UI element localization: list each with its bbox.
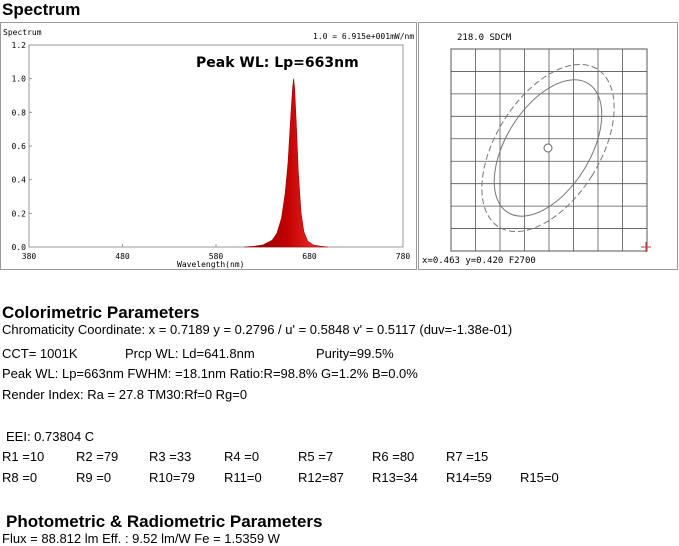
chromaticity-panel: 218.0 SDCM x=0.463 y=0.420 F2700 [418,22,678,270]
spectrum-panel: Spectrum 1.0 = 6.915e+001mW/nm Peak WL: … [0,22,417,270]
r-value: R2 =79 [76,449,119,464]
y-tick-label: 0.8 [12,108,27,117]
purity-value: Purity=99.5% [316,346,394,361]
y-tick-label: 0.0 [12,243,27,252]
y-tick-label: 0.4 [12,176,27,185]
r-value: R8 =0 [2,470,38,485]
x-axis-label: Wavelength(nm) [177,260,244,269]
prcp-wl-value: Prcp WL: Ld=641.8nm [125,346,255,361]
y-tick-label: 0.6 [12,142,27,151]
chromaticity-coordinate-line: Chromaticity Coordinate: x = 0.7189 y = … [2,322,513,337]
y-tick-label: 1.0 [12,75,27,84]
r-value: R9 =0 [76,470,112,485]
spectrum-area [244,78,329,248]
eei-value: EEI: 0.73804 C [6,429,95,444]
flux-line: Flux = 88.812 lm Eff. : 9.52 lm/W Fe = 1… [2,531,280,546]
r-value: R14=59 [446,470,492,485]
x-tick-label: 580 [209,252,224,261]
r-value: R7 =15 [446,449,489,464]
peak-wl-line: Peak WL: Lp=663nm FWHM: =18.1nm Ratio:R=… [2,366,418,381]
r-value: R6 =80 [372,449,415,464]
r-value: R11=0 [224,470,262,485]
r-value: R12=87 [298,470,344,485]
measured-point-marker [641,242,651,252]
x-tick-label: 680 [302,252,317,261]
colorimetric-title: Colorimetric Parameters [2,303,200,322]
target-point-marker [543,143,553,153]
render-index-line: Render Index: Ra = 27.8 TM30:Rf=0 Rg=0 [2,387,248,402]
y-tick-label: 1.2 [12,41,27,50]
y-tick-label: 0.2 [12,209,27,218]
x-tick-label: 480 [115,252,130,261]
photometric-title: Photometric & Radiometric Parameters [6,512,323,531]
peak-annotation: Peak WL: Lp=663nm [196,55,359,71]
r-value: R15=0 [520,470,559,485]
sdcm-outer-ellipse [481,63,615,233]
spectrum-series-fill [244,78,329,248]
r-value: R4 =0 [224,449,260,464]
x-tick-label: 780 [396,252,411,261]
chromaticity-grid [450,48,648,252]
scale-note: 1.0 = 6.915e+001mW/nm [313,32,414,41]
spectrum-chart-title: Spectrum [3,28,42,37]
plot-frame [28,44,404,248]
x-tick-label: 380 [22,252,37,261]
r-value: R3 =33 [149,449,192,464]
spectrum-title: Spectrum [2,0,81,19]
spectrum-axes: 380 480 580 680 780 0.0 0.2 0.4 0.6 0.8 1.0 1.2 [12,41,411,261]
cct-value: CCT= 1001K [2,346,78,361]
spectrum-chart: Spectrum 1.0 = 6.915e+001mW/nm Peak WL: … [3,28,414,269]
r-value: R13=34 [372,470,418,485]
r-value: R5 =7 [298,449,334,464]
r-value: R1 =10 [2,449,45,464]
chromaticity-chart: 218.0 SDCM x=0.463 y=0.420 F2700 [422,33,651,266]
sdcm-inner-ellipse [493,79,603,217]
sdcm-title: 218.0 SDCM [457,33,512,43]
r-value: R10=79 [149,470,195,485]
chromaticity-readout: x=0.463 y=0.420 F2700 [422,256,536,266]
